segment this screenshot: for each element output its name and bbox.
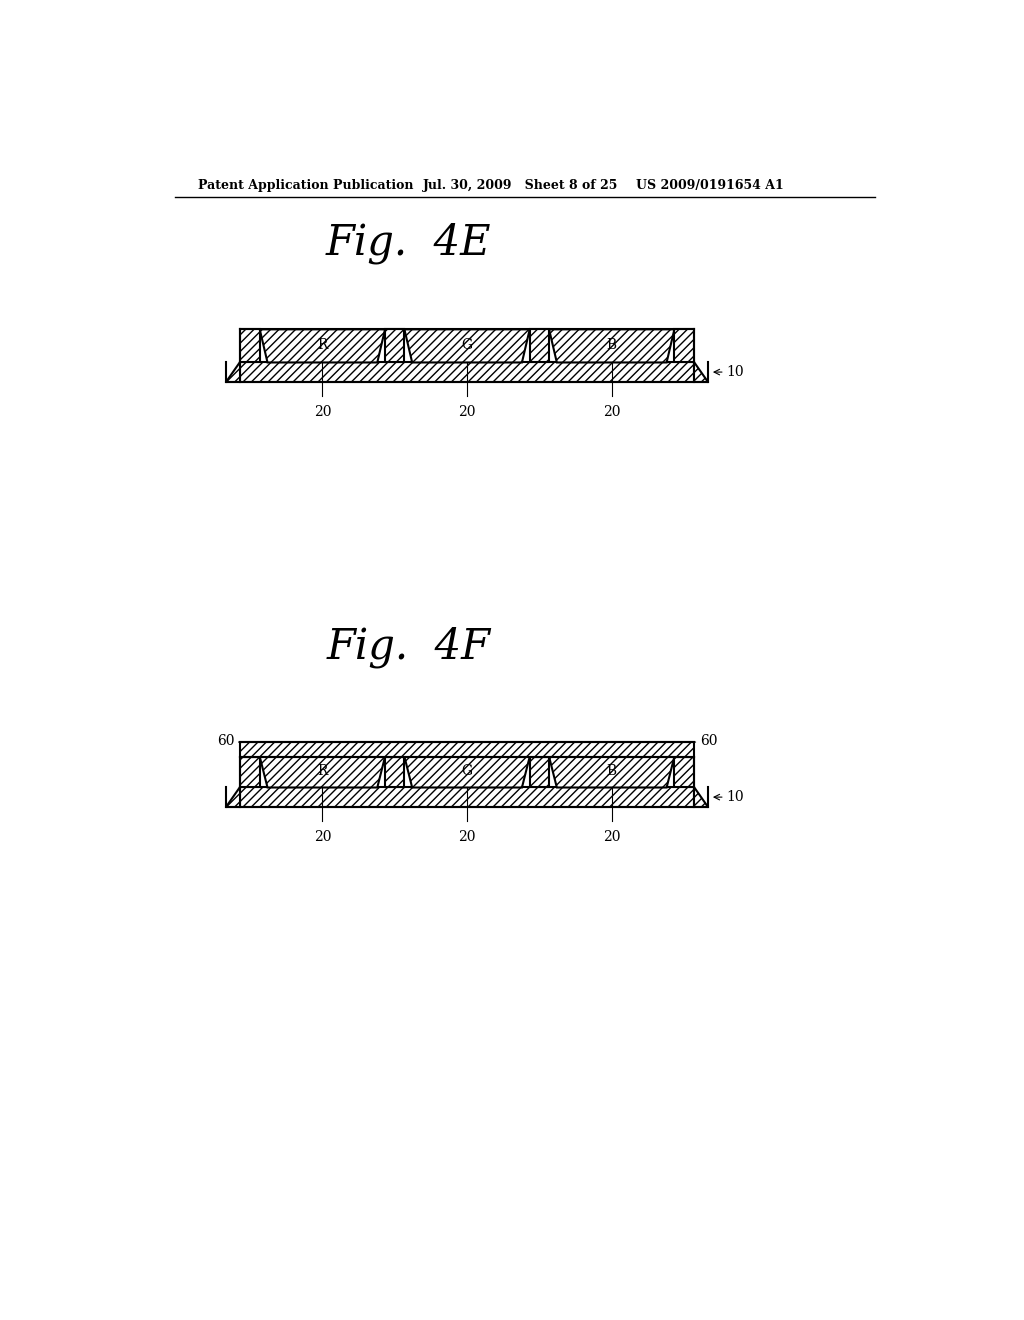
Polygon shape: [529, 756, 549, 788]
Polygon shape: [226, 788, 241, 807]
Text: B: B: [606, 338, 616, 352]
Text: B: B: [606, 764, 616, 779]
Polygon shape: [549, 330, 675, 363]
Text: 20: 20: [459, 405, 476, 418]
Text: 20: 20: [603, 830, 621, 843]
Polygon shape: [675, 756, 693, 788]
Text: G: G: [462, 764, 473, 779]
Polygon shape: [693, 363, 708, 381]
Polygon shape: [241, 756, 260, 788]
Text: R: R: [317, 764, 328, 779]
Text: R: R: [317, 338, 328, 352]
Text: 60: 60: [217, 734, 234, 748]
Text: Fig.  4E: Fig. 4E: [326, 222, 492, 264]
Text: 20: 20: [313, 830, 331, 843]
Polygon shape: [241, 788, 693, 807]
Text: 20: 20: [603, 405, 621, 418]
Polygon shape: [260, 330, 385, 363]
Polygon shape: [241, 363, 693, 381]
Polygon shape: [241, 742, 693, 756]
Text: 20: 20: [313, 405, 331, 418]
Text: Fig.  4F: Fig. 4F: [327, 627, 490, 668]
Polygon shape: [226, 363, 241, 381]
Text: 10: 10: [726, 366, 743, 379]
Polygon shape: [241, 330, 260, 363]
Polygon shape: [385, 756, 404, 788]
Text: 60: 60: [700, 734, 718, 748]
Polygon shape: [404, 756, 529, 788]
Text: Jul. 30, 2009   Sheet 8 of 25: Jul. 30, 2009 Sheet 8 of 25: [423, 178, 617, 191]
Text: 20: 20: [459, 830, 476, 843]
Polygon shape: [693, 788, 708, 807]
Text: Patent Application Publication: Patent Application Publication: [198, 178, 414, 191]
Text: 10: 10: [726, 791, 743, 804]
Text: US 2009/0191654 A1: US 2009/0191654 A1: [636, 178, 783, 191]
Polygon shape: [675, 330, 693, 363]
Polygon shape: [385, 330, 404, 363]
Text: G: G: [462, 338, 473, 352]
Polygon shape: [529, 330, 549, 363]
Polygon shape: [260, 756, 385, 788]
Polygon shape: [549, 756, 675, 788]
Polygon shape: [404, 330, 529, 363]
